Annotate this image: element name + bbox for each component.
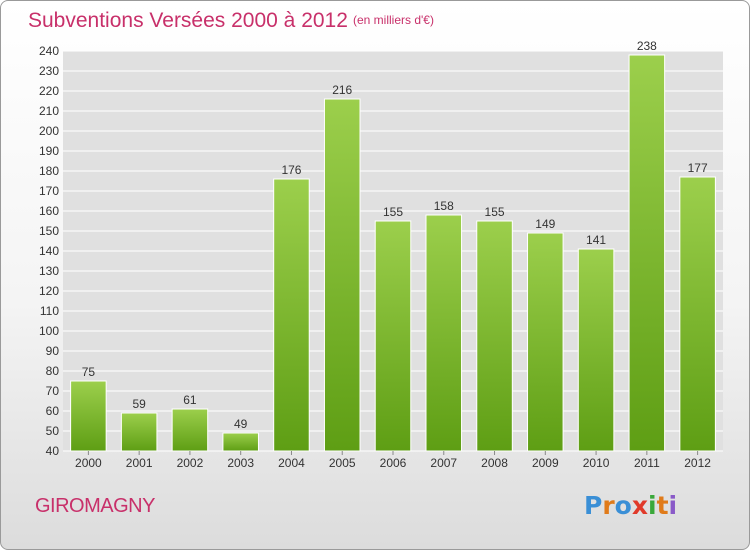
bar-value-label: 176 bbox=[281, 163, 301, 177]
y-tick-label: 110 bbox=[40, 304, 59, 318]
bar-value-label: 75 bbox=[82, 365, 96, 379]
commune-name: GIROMAGNY bbox=[35, 495, 155, 517]
y-tick-label: 210 bbox=[39, 104, 59, 118]
bar-2000 bbox=[70, 380, 107, 452]
bar-2012 bbox=[679, 176, 716, 452]
chart-title: Subventions Versées 2000 à 2012 bbox=[28, 9, 348, 32]
x-tick-label: 2010 bbox=[583, 456, 610, 470]
y-tick-label: 150 bbox=[39, 224, 59, 238]
bar-value-label: 149 bbox=[535, 217, 555, 231]
bar-2003 bbox=[222, 432, 259, 452]
bars: 75 59 61 49 176 216 155 158 155 149 141 238 177 bbox=[70, 39, 716, 452]
bar-2006 bbox=[374, 220, 412, 452]
logo-letter: t bbox=[656, 491, 669, 520]
y-tick-label: 160 bbox=[39, 204, 59, 218]
x-tick-label: 2002 bbox=[177, 456, 204, 470]
x-tick-label: 2005 bbox=[329, 456, 356, 470]
logo-letter: P bbox=[584, 491, 603, 520]
y-tick-label: 80 bbox=[46, 364, 60, 378]
x-tick-label: 2004 bbox=[278, 456, 305, 470]
bar-value-label: 238 bbox=[637, 39, 657, 53]
y-tick-label: 100 bbox=[39, 324, 59, 338]
x-tick-label: 2003 bbox=[227, 456, 254, 470]
x-tick-label: 2000 bbox=[75, 456, 102, 470]
bar-2010 bbox=[577, 248, 615, 452]
bar-value-label: 216 bbox=[332, 83, 352, 97]
bar-value-label: 141 bbox=[586, 233, 606, 247]
y-tick-label: 50 bbox=[46, 424, 60, 438]
y-tick-label: 200 bbox=[39, 124, 59, 138]
bar-2008 bbox=[476, 220, 513, 452]
y-tick-label: 140 bbox=[39, 244, 59, 258]
y-tick-label: 70 bbox=[46, 384, 60, 398]
bar-2007 bbox=[425, 214, 463, 452]
y-tick-label: 90 bbox=[46, 344, 60, 358]
y-tick-label: 40 bbox=[46, 444, 60, 458]
bar-2002 bbox=[171, 408, 209, 452]
logo-letter: x bbox=[631, 491, 648, 520]
x-tick-label: 2008 bbox=[481, 456, 508, 470]
logo-letter: o bbox=[614, 491, 632, 520]
bar-2005 bbox=[323, 98, 361, 452]
x-axis-ticks: 2000 2001 2002 2003 2004 2005 2006 2007 2008 2009… bbox=[75, 451, 711, 470]
y-tick-label: 130 bbox=[39, 264, 59, 278]
proxiti-logo: Proxiti bbox=[584, 491, 677, 520]
x-tick-label: 2009 bbox=[532, 456, 559, 470]
logo-letter: i bbox=[648, 491, 657, 520]
y-tick-label: 230 bbox=[39, 64, 59, 78]
bar-value-label: 49 bbox=[234, 417, 248, 431]
logo-letter: i bbox=[668, 491, 678, 520]
x-tick-label: 2006 bbox=[380, 456, 407, 470]
x-tick-label: 2011 bbox=[634, 456, 660, 470]
y-tick-label: 180 bbox=[39, 164, 59, 178]
y-tick-label: 220 bbox=[39, 84, 59, 98]
y-axis-ticks: 40 50 60 70 80 90 100 110 120 130 140 150 160 170 180 1… bbox=[39, 44, 59, 458]
bar-value-label: 155 bbox=[485, 205, 505, 219]
y-tick-label: 190 bbox=[39, 144, 59, 158]
x-tick-label: 2001 bbox=[126, 456, 153, 470]
bar-value-label: 61 bbox=[183, 393, 197, 407]
x-tick-label: 2012 bbox=[684, 456, 711, 470]
y-tick-label: 240 bbox=[39, 44, 59, 58]
bar-value-label: 177 bbox=[688, 161, 708, 175]
y-tick-label: 120 bbox=[39, 284, 59, 298]
bar-2009 bbox=[527, 232, 564, 452]
bar-value-label: 155 bbox=[383, 205, 403, 219]
bar-2001 bbox=[120, 412, 158, 452]
bar-2011 bbox=[628, 54, 666, 452]
y-tick-label: 170 bbox=[39, 184, 59, 198]
bar-value-label: 59 bbox=[132, 397, 146, 411]
y-tick-label: 60 bbox=[46, 404, 60, 418]
logo-letter: r bbox=[602, 491, 615, 520]
bar-value-label: 158 bbox=[434, 199, 454, 213]
chart-subtitle: (en milliers d'€) bbox=[353, 13, 434, 27]
x-tick-label: 2007 bbox=[430, 456, 457, 470]
bar-2004 bbox=[273, 178, 310, 452]
